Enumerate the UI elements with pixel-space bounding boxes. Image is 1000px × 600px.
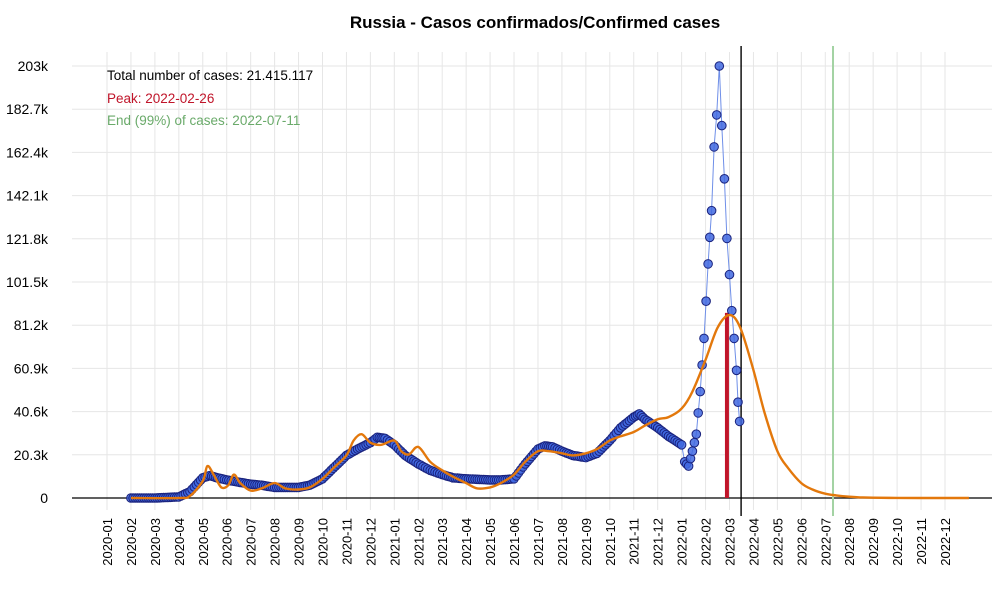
peak-annotation: Peak: 2022-02-26 (107, 91, 214, 106)
observed-point (733, 397, 743, 408)
observed-point (705, 232, 715, 243)
observed-point (701, 296, 711, 307)
observed-point (734, 416, 745, 427)
total-cases-annotation: Total number of cases: 21.415.117 (107, 68, 313, 83)
observed-point (717, 120, 727, 131)
fitted-curve (130, 313, 969, 500)
x-tick-label: 2020-01 (100, 518, 115, 566)
x-tick-label: 2020-10 (315, 518, 330, 566)
y-tick-label: 40.6k (14, 404, 49, 420)
x-tick-label: 2020-04 (172, 518, 187, 566)
x-tick-label: 2021-02 (411, 518, 426, 566)
chart-title: Russia - Casos confirmados/Confirmed cas… (350, 13, 720, 32)
x-tick-label: 2020-12 (363, 518, 378, 566)
y-tick-label: 20.3k (14, 447, 49, 463)
x-tick-label: 2021-06 (507, 518, 522, 566)
observed-point (703, 259, 713, 269)
x-tick-label: 2021-11 (627, 518, 642, 565)
x-tick-label: 2021-08 (555, 518, 570, 566)
x-tick-label: 2022-07 (818, 518, 833, 566)
observed-point (695, 386, 706, 397)
grid-lines (72, 52, 992, 510)
x-tick-label: 2020-05 (196, 518, 211, 566)
observed-point (676, 440, 687, 450)
y-tick-label: 121.8k (6, 231, 49, 247)
x-tick-label: 2020-11 (339, 518, 354, 565)
observed-point (729, 333, 739, 344)
observed-point (709, 142, 719, 152)
observed-point (689, 437, 700, 448)
x-tick-label: 2022-04 (746, 518, 761, 566)
observed-point (693, 408, 704, 418)
x-tick-label: 2022-01 (675, 518, 690, 566)
x-tick-label: 2021-10 (603, 518, 618, 566)
x-tick-label: 2021-09 (579, 518, 594, 566)
x-axis: 2020-01 2020-02 2020-03 2020-04 2020-05 2020-… (100, 518, 953, 566)
x-tick-label: 2022-02 (699, 518, 714, 566)
y-tick-label: 142.1k (6, 188, 49, 204)
end-annotation: End (99%) of cases: 2022-07-11 (107, 113, 300, 128)
x-tick-label: 2020-06 (220, 518, 235, 566)
observed-point (687, 446, 698, 457)
x-tick-label: 2021-01 (387, 518, 402, 566)
fitted-series (130, 313, 969, 500)
observed-point (727, 305, 737, 316)
y-tick-label: 203k (18, 58, 49, 74)
x-tick-label: 2021-04 (459, 518, 474, 566)
observed-point (719, 174, 730, 184)
annotations: Total number of cases: 21.415.117 Peak: … (107, 68, 313, 128)
x-tick-label: 2022-09 (866, 518, 881, 566)
y-tick-label: 81.2k (14, 317, 49, 333)
x-tick-label: 2020-08 (268, 518, 283, 566)
x-tick-label: 2021-07 (531, 518, 546, 566)
x-tick-label: 2022-10 (890, 518, 905, 566)
observed-point (691, 429, 702, 440)
x-tick-label: 2022-06 (794, 518, 809, 566)
observed-point (699, 333, 709, 344)
x-tick-label: 2022-12 (938, 518, 953, 566)
observed-point (724, 269, 735, 280)
x-tick-label: 2020-02 (124, 518, 139, 566)
reference-lines (724, 46, 835, 516)
observed-point (714, 61, 725, 71)
x-tick-label: 2022-05 (770, 518, 785, 566)
observed-point (706, 205, 717, 216)
y-tick-label: 60.9k (14, 360, 49, 376)
y-tick-label: 0 (40, 490, 48, 506)
y-tick-label: 162.4k (6, 144, 49, 160)
x-tick-label: 2021-03 (435, 518, 450, 566)
x-tick-label: 2020-07 (244, 518, 259, 566)
observed-point (731, 365, 742, 376)
y-axis: 0 20.3k 40.6k 60.9k 81.2k 101.5k 121.8k 142.1k 1… (6, 58, 992, 506)
x-tick-label: 2021-05 (483, 518, 498, 566)
x-tick-label: 2022-11 (914, 518, 929, 565)
x-tick-label: 2021-12 (651, 518, 666, 566)
observed-point (722, 233, 732, 244)
observed-point (711, 110, 722, 120)
x-tick-label: 2020-09 (292, 518, 307, 566)
y-tick-label: 101.5k (6, 274, 49, 290)
x-tick-label: 2020-03 (148, 518, 163, 566)
y-tick-label: 182.7k (6, 101, 49, 117)
x-tick-label: 2022-08 (842, 518, 857, 566)
x-tick-label: 2022-03 (723, 518, 738, 566)
